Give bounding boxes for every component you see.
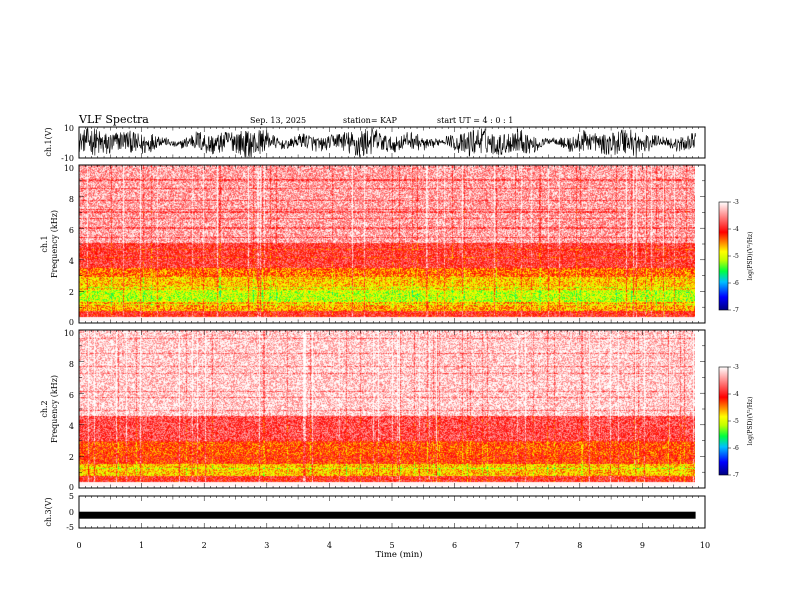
- ch1-channel-label: ch.1: [40, 235, 49, 252]
- ch1-spectrogram-panel: 0 2 4 6 8 10 ch.1 Frequency (kHz): [40, 164, 706, 327]
- x-tick-label: 9: [640, 541, 645, 550]
- colorbar-ch2-gradient: [718, 366, 729, 476]
- ch2-spectrogram-image: [79, 330, 695, 486]
- colorbar-ch1: -3 -4 -5 -6 -7 log(PSD)(V²/Hz): [718, 199, 754, 314]
- colorbar-ch1-tick-label: -3: [733, 199, 739, 206]
- colorbar-ch1-tick-label: -4: [733, 226, 739, 233]
- ch2-ytick-6: 6: [69, 391, 74, 400]
- colorbar-ch1-tick-label: -7: [733, 307, 739, 314]
- ch1-ytick-10: 10: [64, 164, 74, 173]
- ch3-ytick-m5: -5: [66, 523, 74, 532]
- colorbar-ch2-tick-label: -7: [733, 472, 739, 479]
- ch1-ytick-4: 4: [69, 257, 74, 266]
- station-label: station= KAP: [343, 116, 398, 125]
- ch2-ytick-8: 8: [69, 360, 74, 369]
- x-axis-label: Time (min): [375, 549, 422, 560]
- ch2-ytick-4: 4: [69, 422, 74, 431]
- x-tick-label: 5: [389, 541, 394, 550]
- x-tick-label: 7: [515, 541, 520, 550]
- x-tick-label: 2: [202, 541, 207, 550]
- ch1-ytick-bottom: -10: [61, 154, 74, 163]
- start-ut-label: start UT = 4 : 0 : 1: [437, 116, 513, 125]
- date-label: Sep. 13, 2025: [250, 116, 306, 125]
- x-tick-label: 4: [327, 541, 332, 550]
- x-axis-tick-labels: 0 1 2 3 4 5 6 7 8 9 10: [76, 541, 710, 550]
- colorbar-ch1-label: log(PSD)(V²/Hz): [747, 232, 754, 281]
- ch3-ytick-5: 5: [69, 492, 74, 501]
- ch1-ylabel: ch.1(V): [44, 127, 53, 156]
- ch2-ytick-0: 0: [69, 483, 74, 492]
- colorbar-ch1-gradient: [718, 201, 729, 311]
- ch1-spectrogram-image: [79, 165, 695, 321]
- colorbar-ch1-tick-label: -5: [733, 253, 739, 260]
- x-tick-label: 3: [264, 541, 269, 550]
- ch1-waveform-panel: 10 -10 ch.1(V): [44, 124, 706, 163]
- x-tick-label: 6: [452, 541, 457, 550]
- ch3-ytick-0: 0: [69, 508, 74, 517]
- x-tick-label: 10: [700, 541, 710, 550]
- ch1-waveform-trace: [78, 126, 696, 158]
- x-tick-label: 8: [577, 541, 582, 550]
- ch1-ytick-2: 2: [69, 288, 74, 297]
- colorbar-ch2-tick-label: -5: [733, 418, 739, 425]
- figure-title: VLF Spectra: [78, 113, 149, 126]
- colorbar-ch1-tick-label: -6: [733, 280, 739, 287]
- ch2-spectrogram-panel: 0 2 4 6 8 10 ch.2 Frequency (kHz): [40, 329, 706, 492]
- colorbar-ch2-tick-label: -6: [733, 445, 739, 452]
- ch1-ytick-top: 10: [64, 124, 74, 133]
- ch1-frequency-label: Frequency (kHz): [50, 210, 59, 278]
- x-tick-label: 1: [139, 541, 144, 550]
- ch1-ytick-8: 8: [69, 195, 74, 204]
- ch1-ytick-6: 6: [69, 226, 74, 235]
- ch3-waveform-trace: [79, 511, 696, 519]
- ch2-ytick-2: 2: [69, 453, 74, 462]
- ch3-waveform-panel: 5 0 -5 ch.3(V): [44, 492, 706, 532]
- ch2-frequency-label: Frequency (kHz): [50, 375, 59, 443]
- ch2-ytick-10: 10: [64, 329, 74, 338]
- ch3-ylabel: ch.3(V): [44, 497, 53, 526]
- x-tick-label: 0: [76, 541, 81, 550]
- colorbar-ch2-tick-label: -3: [733, 364, 739, 371]
- colorbar-ch2-label: log(PSD)(V²/Hz): [747, 397, 754, 446]
- colorbar-ch2: -3 -4 -5 -6 -7 log(PSD)(V²/Hz): [718, 364, 754, 479]
- ch1-ytick-0: 0: [69, 318, 74, 327]
- colorbar-ch2-tick-label: -4: [733, 391, 739, 398]
- ch2-channel-label: ch.2: [40, 400, 49, 417]
